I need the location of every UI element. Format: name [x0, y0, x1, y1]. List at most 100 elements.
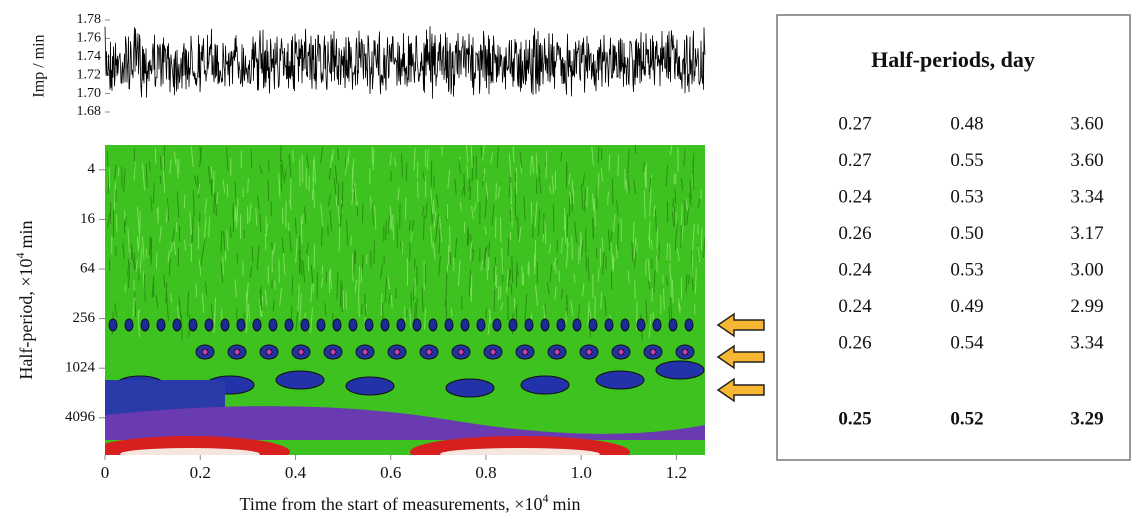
texture — [523, 196, 526, 221]
texture — [337, 206, 340, 224]
texture — [671, 280, 674, 304]
texture — [671, 211, 675, 227]
texture — [458, 158, 461, 175]
texture — [484, 226, 487, 236]
texture — [351, 254, 354, 281]
texture — [480, 260, 484, 272]
texture — [516, 264, 519, 276]
texture — [384, 276, 388, 303]
x-tick-label: 1.2 — [666, 463, 687, 482]
texture — [633, 244, 637, 269]
texture — [229, 226, 232, 238]
texture — [132, 258, 135, 270]
texture — [648, 280, 651, 290]
texture — [627, 148, 630, 174]
table-summary-cell: 0.52 — [950, 408, 983, 429]
texture — [338, 227, 341, 252]
texture — [212, 170, 215, 194]
texture — [213, 194, 215, 214]
texture — [337, 147, 340, 161]
wavelet-blob — [652, 318, 662, 332]
texture — [535, 285, 539, 307]
y-tick-label: 16 — [80, 211, 96, 227]
texture — [538, 176, 542, 195]
texture — [394, 158, 397, 167]
texture — [581, 184, 584, 211]
texture — [436, 214, 440, 230]
arrows — [716, 312, 765, 403]
texture — [361, 203, 364, 224]
texture — [545, 150, 548, 179]
texture — [490, 152, 494, 164]
wavelet-blob — [316, 318, 326, 332]
texture — [692, 223, 695, 251]
texture — [259, 165, 263, 175]
texture — [487, 311, 491, 335]
texture — [571, 179, 575, 196]
wavelet-blob — [364, 318, 374, 332]
table-cell: 0.50 — [950, 223, 983, 244]
texture — [410, 232, 413, 244]
wavelet-blob — [188, 318, 198, 332]
texture — [568, 173, 571, 185]
texture — [551, 175, 555, 195]
texture — [259, 286, 262, 306]
texture — [616, 200, 619, 216]
texture — [222, 179, 226, 193]
wavelet-blob — [585, 348, 593, 356]
texture — [524, 294, 528, 321]
texture — [672, 198, 675, 208]
texture — [439, 216, 443, 243]
texture — [320, 276, 324, 288]
y-tick-label: 1.68 — [77, 104, 102, 119]
texture — [681, 225, 684, 245]
wavelet-blob — [156, 318, 166, 332]
texture — [569, 191, 572, 205]
texture — [332, 313, 334, 325]
texture — [468, 177, 471, 192]
texture — [360, 268, 363, 284]
texture — [676, 248, 680, 262]
texture — [514, 205, 517, 221]
texture — [345, 220, 349, 246]
texture — [612, 256, 615, 273]
texture — [485, 308, 487, 320]
wavelet-blob — [460, 318, 470, 332]
texture — [236, 197, 239, 223]
texture — [130, 243, 134, 259]
texture — [124, 215, 127, 227]
texture — [591, 146, 594, 166]
wavelet-blob — [524, 318, 534, 332]
wavelet-blob — [457, 348, 465, 356]
texture — [272, 243, 276, 255]
texture — [607, 229, 611, 251]
x-tick-label: 0.2 — [190, 463, 211, 482]
texture — [186, 291, 190, 317]
texture — [685, 198, 689, 211]
texture — [560, 237, 563, 254]
texture — [133, 252, 137, 273]
texture — [648, 221, 651, 241]
texture — [634, 280, 636, 299]
wavelet-blob — [172, 318, 182, 332]
texture — [607, 191, 610, 205]
texture — [328, 194, 332, 207]
texture — [408, 220, 411, 231]
table-cell: 3.60 — [1070, 150, 1103, 171]
texture — [198, 259, 202, 276]
wavelet-blob — [140, 318, 150, 332]
texture — [226, 183, 229, 198]
texture — [203, 216, 207, 242]
texture — [279, 287, 283, 307]
texture — [280, 164, 283, 192]
texture — [385, 220, 387, 241]
texture — [530, 155, 533, 176]
texture — [127, 228, 130, 253]
table-title: Half-periods, day — [871, 47, 1035, 72]
texture — [617, 223, 619, 250]
texture — [457, 260, 461, 286]
texture — [159, 175, 162, 184]
texture — [165, 283, 168, 304]
wavelet-blob — [556, 318, 566, 332]
texture — [364, 293, 367, 318]
